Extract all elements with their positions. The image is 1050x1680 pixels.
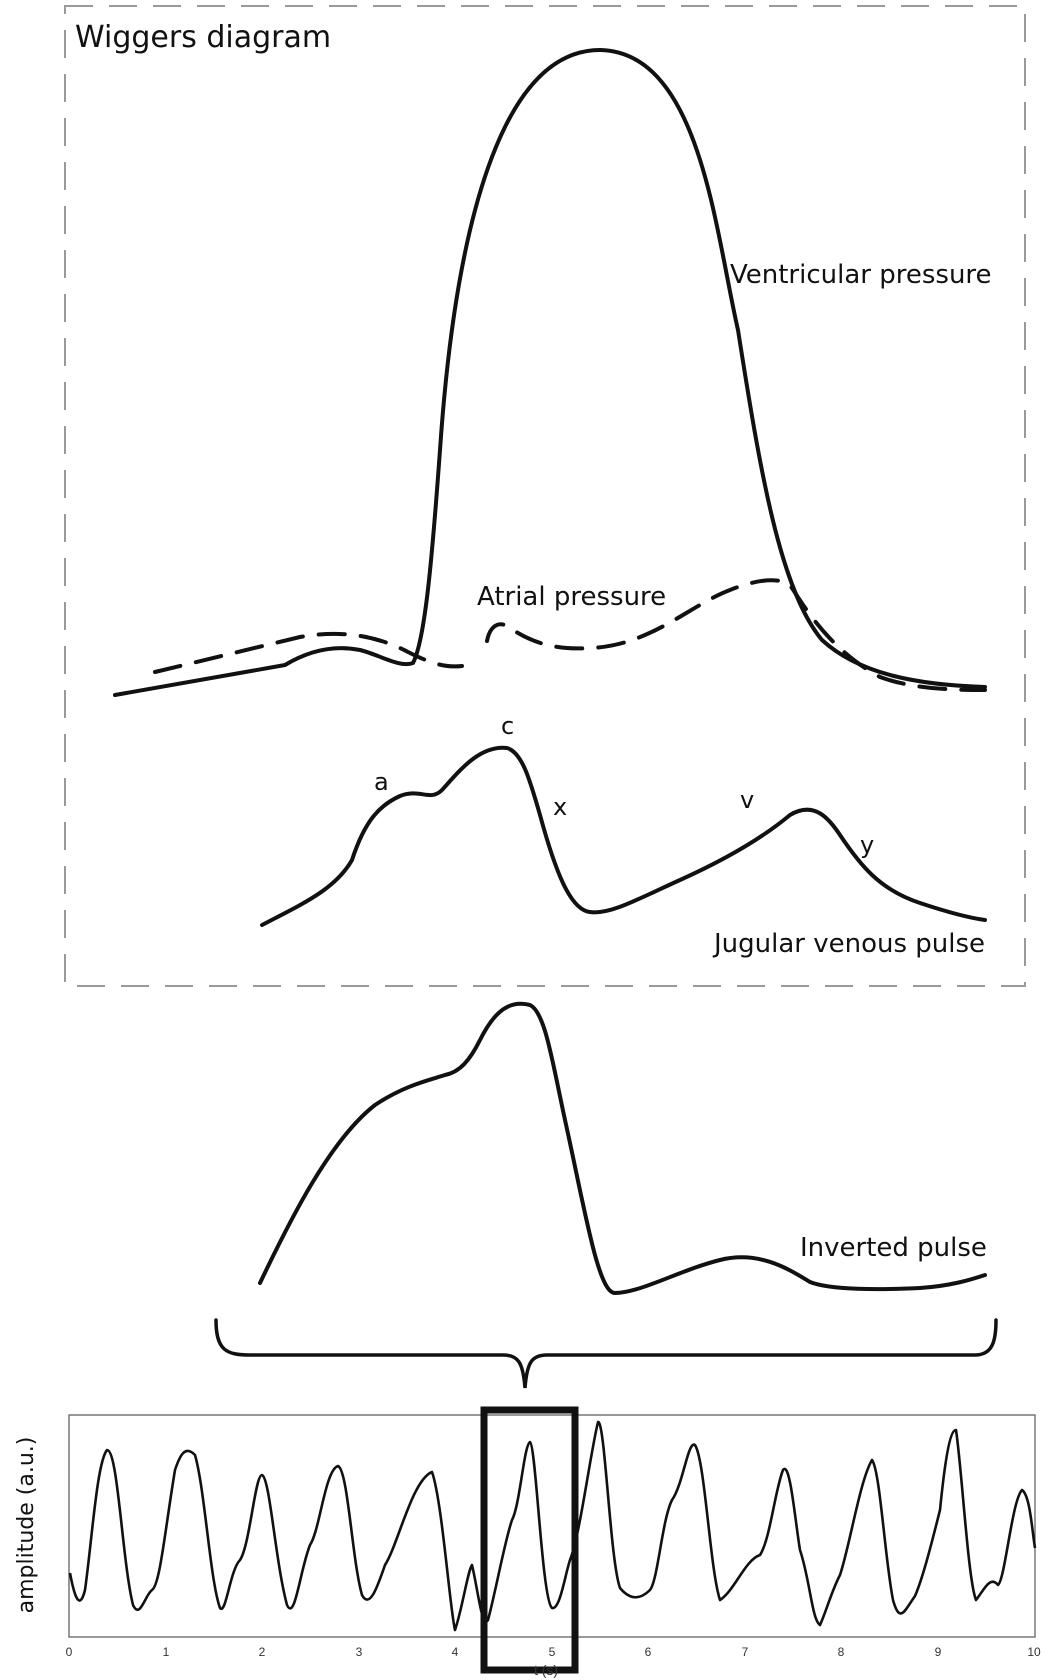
- inverted-pulse-curve: [258, 1001, 987, 1295]
- curly-brace: [214, 1318, 998, 1389]
- jugular-venous-pulse-curve: [260, 745, 987, 927]
- wiggers-frame: [64, 5, 1026, 987]
- x-tick-5: 5: [549, 1645, 556, 1659]
- ventricular-pressure-curve: [113, 48, 987, 697]
- x-tick-3: 3: [356, 1645, 363, 1659]
- x-tick-10: 10: [1027, 1645, 1041, 1659]
- wave-v: v: [740, 786, 754, 814]
- wave-x: x: [553, 793, 567, 821]
- x-tick-6: 6: [645, 1645, 652, 1659]
- label-atrial-pressure: Atrial pressure: [477, 582, 666, 612]
- x-tick-4: 4: [452, 1645, 459, 1659]
- y-axis-label: amplitude (a.u.): [14, 1437, 39, 1614]
- x-tick-9: 9: [935, 1645, 942, 1659]
- label-ventricular-pressure: Ventricular pressure: [730, 260, 992, 290]
- x-tick-7: 7: [742, 1645, 749, 1659]
- x-axis-label: t (s): [534, 1662, 558, 1678]
- wave-y: y: [860, 831, 874, 859]
- x-tick-2: 2: [259, 1645, 266, 1659]
- highlight-window: [480, 1406, 579, 1674]
- x-tick-0: 0: [66, 1645, 73, 1659]
- x-tick-1: 1: [163, 1645, 170, 1659]
- diagram-title: Wiggers diagram: [75, 20, 331, 55]
- label-inverted-pulse: Inverted pulse: [800, 1233, 987, 1263]
- label-jugular-venous-pulse: Jugular venous pulse: [712, 929, 985, 959]
- x-tick-8: 8: [838, 1645, 845, 1659]
- atrial-pressure-curve: [153, 631, 464, 674]
- signal-chart-frame: [68, 1414, 1036, 1638]
- wave-c: c: [501, 712, 514, 740]
- atrial-pressure-curve-2: [485, 578, 987, 692]
- x-axis-ticks: 0 1 2 3 4 5 6 7 8 9 10: [66, 1645, 1041, 1659]
- signal-trace: [68, 1420, 1037, 1632]
- wave-a: a: [374, 768, 389, 796]
